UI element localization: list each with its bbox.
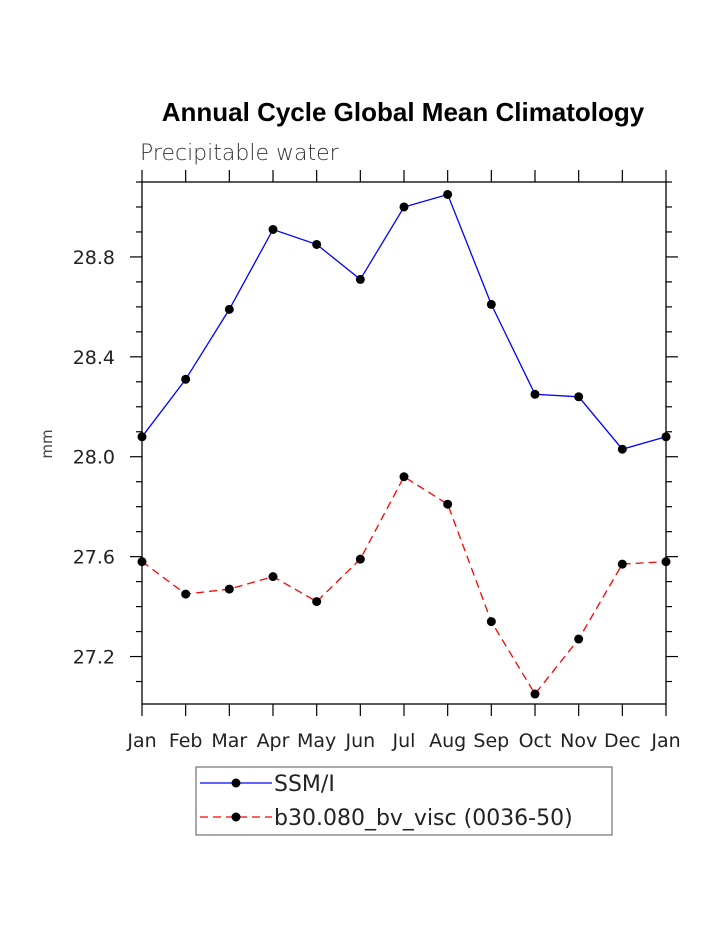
data-point-model [137,557,147,567]
data-point-ssmi [137,432,147,442]
data-point-model [617,559,627,569]
data-point-model [443,499,453,509]
axes: Jan Feb Mar Apr May Jun Jul Aug Sep Oct Nov Dec Jan 2… [73,170,681,752]
data-point-ssmi [224,304,234,314]
y-tick-label: 27.6 [73,547,115,569]
legend-marker-model [231,812,241,822]
x-tick-label: Jan [650,730,680,752]
y-tick-label: 28.4 [73,347,115,369]
x-tick-label: Aug [429,730,466,752]
x-tick-label: Nov [560,730,597,752]
data-point-model [312,597,322,607]
data-point-ssmi [661,432,671,442]
data-point-model [224,584,234,594]
data-point-model [181,589,191,599]
x-tick-label: Jul [392,730,416,752]
x-tick-label: Jun [344,730,375,752]
legend-marker-ssmi [231,778,241,788]
data-point-model [530,689,540,699]
data-point-model [268,572,278,582]
data-point-model [399,472,409,482]
data-point-ssmi [486,299,496,309]
data-point-model [574,634,584,644]
y-tick-label: 28.0 [73,447,115,469]
y-axis-label: mm [38,429,56,458]
x-tick-label: Feb [169,730,203,752]
x-tick-label: Mar [211,730,247,752]
x-tick-label: Sep [473,730,509,752]
data-point-ssmi [443,189,453,199]
x-tick-label: Dec [604,730,641,752]
data-point-ssmi [399,202,409,212]
data-point-ssmi [355,274,365,284]
series-layer [137,189,671,699]
series-line-model [141,475,667,696]
legend-label-ssmi: SSM/I [274,772,335,797]
data-point-ssmi [617,444,627,454]
y-tick-label: 28.8 [73,247,115,269]
data-point-ssmi [181,374,191,384]
data-point-ssmi [574,392,584,402]
chart-subtitle: Precipitable water [140,141,340,166]
data-point-ssmi [312,239,322,249]
x-tick-label: Apr [257,730,290,752]
x-tick-label: May [297,730,336,752]
data-point-model [661,557,671,567]
legend-label-model: b30.080_bv_visc (0036-50) [274,806,573,831]
legend-box [195,766,613,836]
series-line-ssmi [141,193,667,450]
x-tick-label: Oct [519,730,552,752]
y-tick-label: 27.2 [73,647,115,669]
data-point-ssmi [268,224,278,234]
data-point-model [486,617,496,627]
legend: SSM/I b30.080_bv_visc (0036-50) [195,766,613,836]
plot-frame [141,181,667,705]
x-tick-label: Jan [126,730,156,752]
data-point-ssmi [530,389,540,399]
data-point-model [355,554,365,564]
chart-title: Annual Cycle Global Mean Climatology [162,97,645,127]
